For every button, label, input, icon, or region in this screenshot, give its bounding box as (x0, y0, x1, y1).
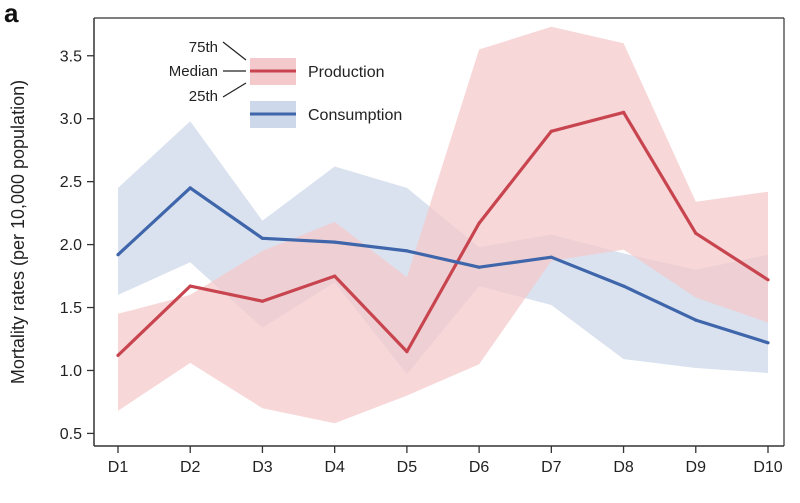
axes (93, 17, 785, 447)
consumption-median-point (622, 284, 626, 288)
x-tick-label: D1 (108, 459, 129, 476)
x-tick-label: D5 (397, 459, 418, 476)
production-median-point (260, 299, 264, 303)
y-tick-label: 1.5 (60, 300, 82, 317)
x-tick-label: D4 (324, 459, 345, 476)
legend-key-25th: 25th (189, 88, 218, 105)
consumption-median-point (766, 341, 770, 345)
y-tick-label: 2.0 (60, 237, 82, 254)
median-lines (116, 110, 770, 357)
consumption-median-point (405, 249, 409, 253)
x-tick-label: D7 (541, 459, 562, 476)
consumption-median-point (116, 253, 120, 257)
production-median-point (549, 129, 553, 133)
x-tick-label: D8 (613, 459, 634, 476)
x-tick-label: D2 (180, 459, 201, 476)
x-tick-label: D3 (252, 459, 273, 476)
legend-production-label: Production (308, 64, 385, 81)
y-tick-label: 2.5 (60, 174, 82, 191)
consumption-median-point (694, 318, 698, 322)
y-ticks: 0.5 1.0 1.5 2.0 2.5 3.0 3.5 (60, 48, 94, 443)
production-median-point (477, 221, 481, 225)
percentile-bands (118, 26, 768, 424)
production-median-point (333, 274, 337, 278)
consumption-median-line (116, 186, 769, 345)
legend-key-25th-leader (222, 82, 247, 98)
production-median-line (116, 110, 769, 357)
legend: 75th Median 25th Production Consumption (169, 39, 402, 128)
y-tick-label: 0.5 (60, 426, 82, 443)
production-median-point (116, 353, 120, 357)
production-median-point (694, 231, 698, 235)
legend-key-median: Median (169, 63, 218, 80)
production-iqr-band (118, 26, 768, 424)
production-median-point (766, 278, 770, 282)
consumption-median-point (260, 236, 264, 240)
y-tick-label: 3.5 (60, 48, 82, 65)
production-median-point (188, 284, 192, 288)
production-median-point (622, 110, 626, 114)
consumption-median-point (549, 255, 553, 259)
y-tick-label: 3.0 (60, 111, 82, 128)
consumption-median-point (333, 240, 337, 244)
legend-key-75th: 75th (189, 39, 218, 56)
consumption-median-point (188, 186, 192, 190)
y-axis-label: Mortality rates (per 10,000 population) (8, 80, 28, 384)
legend-key-75th-leader (222, 41, 247, 61)
x-tick-label: D6 (469, 459, 490, 476)
production-median-point (405, 350, 409, 354)
x-tick-label: D9 (686, 459, 707, 476)
legend-consumption-label: Consumption (308, 107, 402, 124)
consumption-median-point (477, 265, 481, 269)
y-tick-label: 1.0 (60, 363, 82, 380)
x-ticks: D1 D2 D3 D4 D5 D6 D7 D8 D9 D10 (108, 446, 783, 476)
x-tick-label: D10 (753, 459, 782, 476)
panel-label: a (4, 0, 19, 28)
